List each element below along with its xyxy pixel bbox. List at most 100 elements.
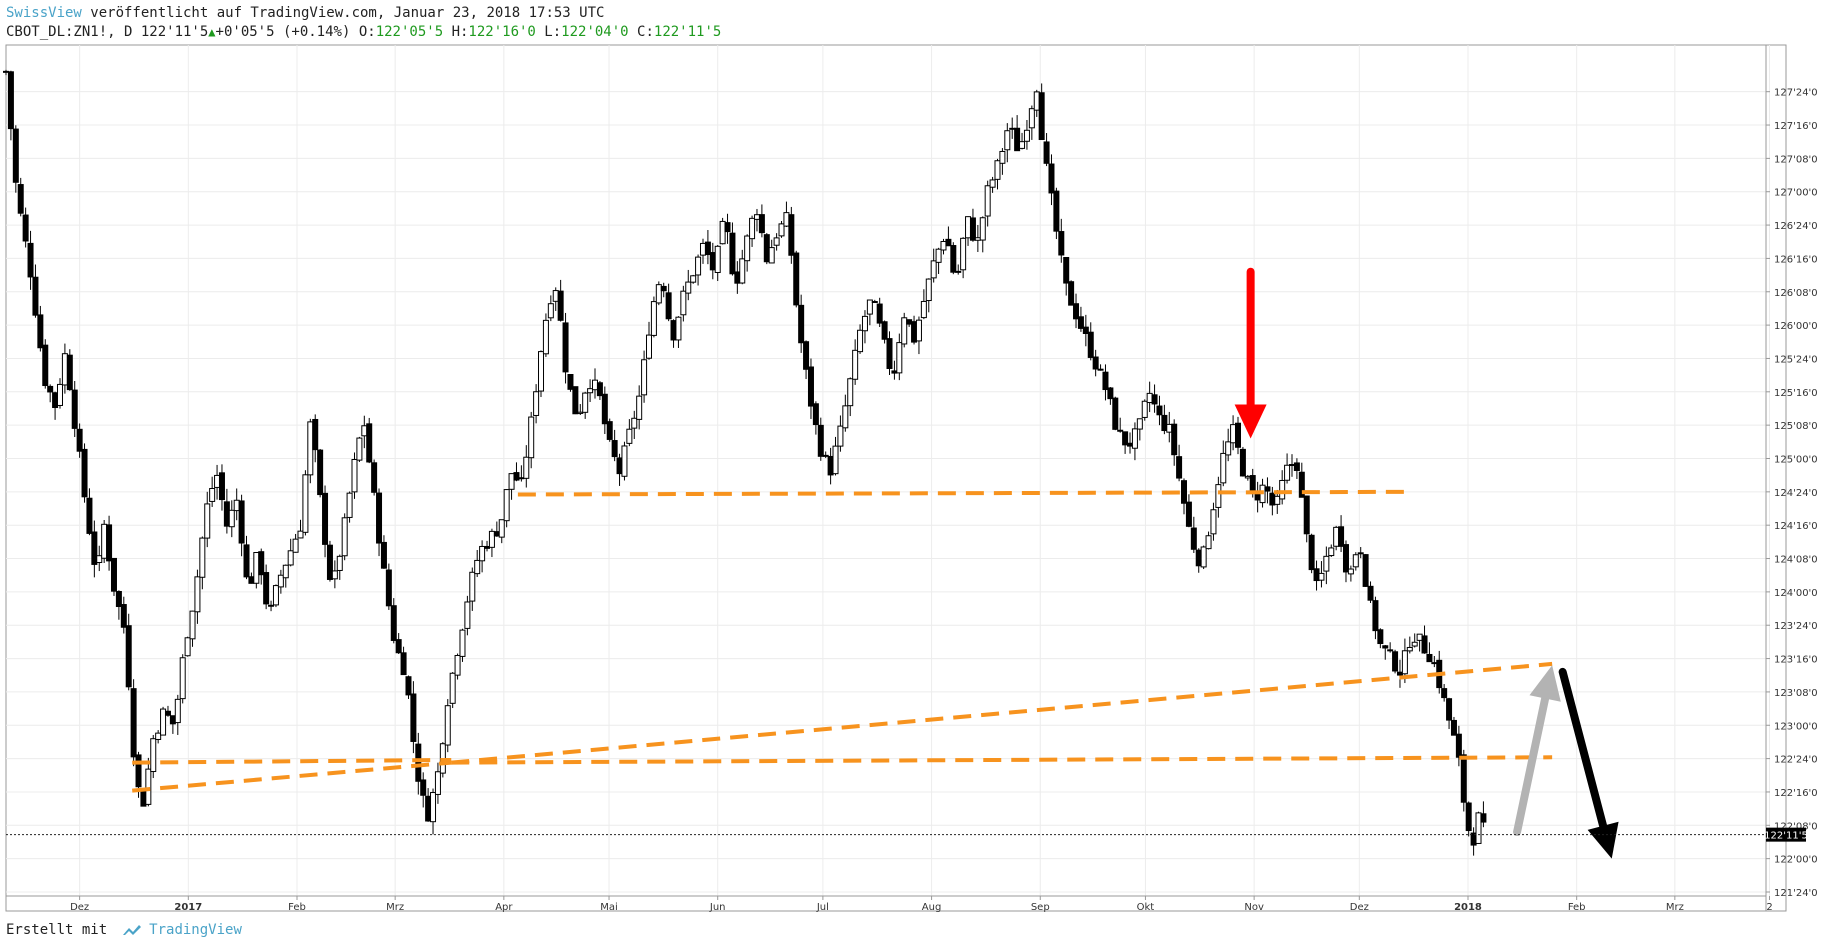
candle-up: [1136, 418, 1143, 430]
price-tick-label: 127'24'0: [1774, 88, 1818, 99]
candle-up: [832, 445, 839, 475]
time-tick-label: Dez: [70, 902, 89, 913]
candle-down: [1161, 414, 1168, 432]
candle-up: [940, 241, 947, 251]
candle-down: [1043, 141, 1050, 164]
candle-down: [1112, 397, 1119, 430]
candle-up: [336, 555, 343, 571]
footer: Erstellt mit TradingView: [6, 922, 242, 938]
tradingview-link[interactable]: TradingView: [149, 922, 242, 938]
candle-down: [665, 292, 672, 320]
time-tick-label: Sep: [1031, 902, 1050, 913]
candle-down: [807, 366, 814, 407]
candle-down: [1450, 719, 1457, 736]
candle-down: [1087, 331, 1094, 358]
candle-up: [965, 216, 972, 239]
candle-down: [1190, 527, 1197, 550]
candle-up: [871, 301, 878, 304]
candle-down: [3, 70, 9, 73]
candle-down: [1269, 492, 1276, 506]
time-tick-label: Nov: [1244, 902, 1264, 913]
candle-up: [272, 585, 279, 606]
support-lines: [132, 489, 1553, 793]
candle-up: [253, 552, 260, 584]
publish-line: SwissView veröffentlicht auf TradingView…: [6, 4, 721, 23]
candle-down: [1092, 356, 1099, 370]
black-projection-arrow-shaft: [1558, 667, 1608, 830]
candle-down: [1063, 256, 1070, 284]
price-tick-label: 127'00'0: [1774, 188, 1818, 199]
candle-down: [1367, 585, 1374, 601]
candle-up: [861, 315, 868, 332]
candle-down: [484, 545, 491, 549]
candle-up: [783, 212, 790, 227]
price-tick-label: 126'08'0: [1774, 288, 1818, 299]
tradingview-cloud-icon: [123, 925, 142, 935]
candle-up: [739, 258, 746, 284]
candle-down: [400, 652, 407, 676]
candle-down: [1053, 190, 1060, 232]
candle-up: [852, 349, 859, 380]
candle-down: [758, 214, 765, 234]
gray-up-arrow-shaft: [1513, 694, 1550, 836]
candle-up: [1401, 650, 1408, 675]
candle-down: [120, 604, 127, 628]
candle-down: [1362, 554, 1369, 587]
candle-up: [479, 545, 486, 562]
candle-up: [768, 247, 775, 264]
time-axis[interactable]: Dez 2017 Feb Mrz Apr Mai Jun Jul Aug Sep Okt Nov Dez…: [6, 895, 1773, 913]
candle-down: [390, 605, 397, 641]
candle-down: [876, 303, 883, 324]
candle-down: [1421, 635, 1428, 654]
candle-down: [1446, 698, 1453, 721]
candle-up: [282, 564, 289, 579]
candle-up: [650, 301, 657, 336]
candle-up: [714, 245, 721, 273]
candle-down: [812, 403, 819, 426]
candle-up: [915, 319, 922, 342]
candle-up: [542, 319, 549, 355]
support-line: [132, 760, 452, 793]
candle-down: [827, 455, 834, 476]
candle-down: [106, 524, 113, 562]
candle-down: [562, 322, 569, 373]
candle-up: [655, 284, 662, 304]
high-label: H:: [451, 24, 469, 40]
close-value: 122'11'5: [653, 24, 722, 40]
candle-up: [233, 499, 240, 512]
candle-up: [508, 473, 515, 490]
price-axis[interactable]: 127'24'0 127'16'0 127'08'0 127'00'0 126'24'0…: [1765, 45, 1818, 911]
price-tick-label: 123'08'0: [1774, 688, 1818, 699]
candle-down: [1342, 544, 1349, 573]
author-link[interactable]: SwissView: [6, 5, 82, 21]
candle-up: [778, 223, 785, 237]
candle-up: [753, 214, 760, 220]
current-price-tag-bg: [1766, 827, 1806, 842]
candle-down: [1382, 645, 1389, 649]
candle-up: [287, 550, 294, 566]
candle-down: [76, 428, 83, 452]
price-tick-label: 123'24'0: [1774, 621, 1818, 632]
candle-down: [1151, 394, 1158, 405]
candle-down: [1441, 688, 1448, 699]
time-tick-label: Apr: [495, 902, 513, 913]
candle-up: [277, 574, 284, 588]
price-tick-label: 122'24'0: [1774, 755, 1818, 766]
candle-down: [881, 321, 888, 340]
candle-down: [37, 314, 44, 349]
candle-up: [979, 217, 986, 241]
candle-down: [1127, 442, 1134, 447]
candle-down: [1303, 495, 1310, 535]
candle-down: [803, 341, 810, 370]
change-text: +0'05'5 (+0.14%): [215, 24, 351, 40]
candle-down: [709, 252, 716, 271]
candle-down: [110, 557, 117, 592]
candle-up: [434, 771, 441, 795]
candle-up: [1475, 812, 1482, 844]
candle-down: [1181, 480, 1188, 504]
candle-up: [1318, 572, 1325, 581]
candle-down: [1077, 316, 1084, 329]
black-projection-arrow-head: [1587, 821, 1619, 859]
candle-up: [847, 378, 854, 407]
